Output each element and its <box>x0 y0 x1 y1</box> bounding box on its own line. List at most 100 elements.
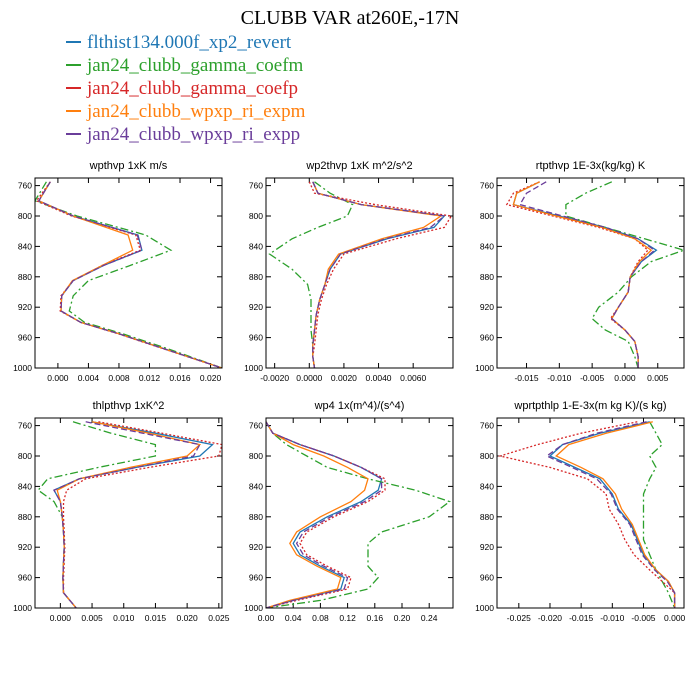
series-line <box>35 181 222 368</box>
series-line <box>642 421 676 608</box>
x-tick-label: 0.00 <box>258 613 275 623</box>
legend-label: jan24_clubb_gamma_coefp <box>87 78 299 99</box>
series-line <box>266 421 383 608</box>
x-tick-label: 0.010 <box>113 613 135 623</box>
y-tick-label: 800 <box>249 451 263 461</box>
legend-item: jan24_clubb_gamma_coefm <box>66 54 305 77</box>
x-tick-label: -0.025 <box>507 613 531 623</box>
panel-title: wp4 1x(m^4)/(s^4) <box>314 400 405 412</box>
y-tick-label: 760 <box>480 421 494 431</box>
legend-swatch <box>66 109 81 112</box>
x-tick-label: 0.0040 <box>366 373 392 383</box>
series-group <box>35 181 222 368</box>
y-tick-label: 840 <box>18 241 32 251</box>
series-line <box>37 421 157 608</box>
y-tick-label: 800 <box>249 211 263 221</box>
y-tick-label: 880 <box>249 272 263 282</box>
x-tick-label: 0.000 <box>614 373 636 383</box>
x-tick-label: 0.12 <box>339 613 356 623</box>
series-line <box>512 181 653 368</box>
panel-title: wpthvp 1xK m/s <box>89 160 168 172</box>
y-tick-label: 760 <box>18 181 32 191</box>
series-line <box>37 181 222 368</box>
y-tick-label: 760 <box>249 421 263 431</box>
series-group <box>37 421 222 608</box>
legend-swatch <box>66 40 81 43</box>
x-tick-label: 0.000 <box>664 613 686 623</box>
legend-label: jan24_clubb_wpxp_ri_expp <box>87 124 301 145</box>
y-tick-label: 840 <box>249 481 263 491</box>
legend-item: jan24_clubb_wpxp_ri_expp <box>66 123 305 146</box>
series-line <box>555 421 676 608</box>
chart-panel: rtpthvp 1E-3x(kg/kg) K 760 800 840 880 920 960… <box>475 160 685 383</box>
series-line <box>545 421 676 608</box>
y-tick-label: 920 <box>249 542 263 552</box>
series-line <box>565 181 684 368</box>
plot-frame <box>496 417 685 609</box>
series-line <box>266 421 451 608</box>
legend-item: jan24_clubb_wpxp_ri_expm <box>66 100 305 123</box>
series-line <box>268 181 354 368</box>
y-tick-label: 840 <box>480 241 494 251</box>
chart-panel: wpthvp 1xK m/s 760 800 840 880 920 960 1000 0.00… <box>13 160 223 383</box>
x-tick-label: 0.04 <box>285 613 302 623</box>
y-tick-label: 1000 <box>475 603 494 613</box>
y-tick-label: 960 <box>18 333 32 343</box>
y-tick-label: 1000 <box>475 363 494 373</box>
series-line <box>505 181 649 368</box>
x-tick-label: 0.000 <box>47 373 69 383</box>
panel-title: thlpthvp 1xK^2 <box>93 400 165 412</box>
legend-swatch <box>66 86 81 89</box>
plot-frame <box>496 177 685 369</box>
y-tick-label: 760 <box>480 181 494 191</box>
x-tick-label: -0.015 <box>514 373 538 383</box>
x-tick-label: -0.010 <box>547 373 571 383</box>
y-tick-label: 960 <box>249 573 263 583</box>
chart-panel: wp2thvp 1xK m^2/s^2 760 800 840 880 920 960 100… <box>244 160 454 383</box>
chart-panel: wprtpthlp 1-E-3x(m kg K)/(s kg) 760 800 840… <box>475 400 685 623</box>
series-line <box>312 181 446 368</box>
y-tick-label: 880 <box>480 272 494 282</box>
y-tick-label: 880 <box>480 512 494 522</box>
x-tick-label: 0.020 <box>176 613 198 623</box>
y-tick-label: 880 <box>18 512 32 522</box>
y-tick-label: 840 <box>480 481 494 491</box>
series-group <box>497 421 676 608</box>
figure-title: CLUBB VAR at260E,-17N <box>240 7 460 29</box>
chart-panel: wp4 1x(m^4)/(s^4)76080084088092096010000… <box>244 400 454 623</box>
x-tick-label: -0.015 <box>569 613 593 623</box>
series-line <box>53 421 214 608</box>
series-line <box>519 181 656 368</box>
series-line <box>53 421 201 608</box>
x-tick-label: 0.005 <box>81 613 103 623</box>
series-line <box>56 421 202 608</box>
x-tick-label: 0.000 <box>50 613 72 623</box>
series-line <box>312 181 443 368</box>
x-tick-label: -0.0020 <box>260 373 289 383</box>
series-group <box>266 421 451 608</box>
x-tick-label: 0.004 <box>78 373 100 383</box>
x-tick-label: -0.010 <box>600 613 624 623</box>
y-tick-label: 760 <box>249 181 263 191</box>
x-tick-label: 0.24 <box>421 613 438 623</box>
y-tick-label: 920 <box>480 542 494 552</box>
x-tick-label: -0.020 <box>538 613 562 623</box>
y-tick-label: 920 <box>18 302 32 312</box>
y-tick-label: 880 <box>249 512 263 522</box>
y-tick-label: 800 <box>18 211 32 221</box>
x-tick-label: 0.08 <box>312 613 329 623</box>
y-tick-label: 1000 <box>13 603 32 613</box>
legend-label: jan24_clubb_gamma_coefm <box>87 55 304 76</box>
plot-frame <box>265 417 454 609</box>
series-line <box>266 421 369 608</box>
legend-item: flthist134.000f_xp2_revert <box>66 31 305 54</box>
x-tick-label: 0.012 <box>139 373 161 383</box>
y-tick-label: 1000 <box>244 363 263 373</box>
chart-panel: thlpthvp 1xK^2 760 800 840 880 920 960 1000 0.00… <box>13 400 230 623</box>
x-tick-label: 0.0020 <box>331 373 357 383</box>
x-tick-label: 0.20 <box>394 613 411 623</box>
x-tick-label: 0.015 <box>145 613 167 623</box>
legend-label: flthist134.000f_xp2_revert <box>87 32 292 53</box>
y-tick-label: 920 <box>480 302 494 312</box>
